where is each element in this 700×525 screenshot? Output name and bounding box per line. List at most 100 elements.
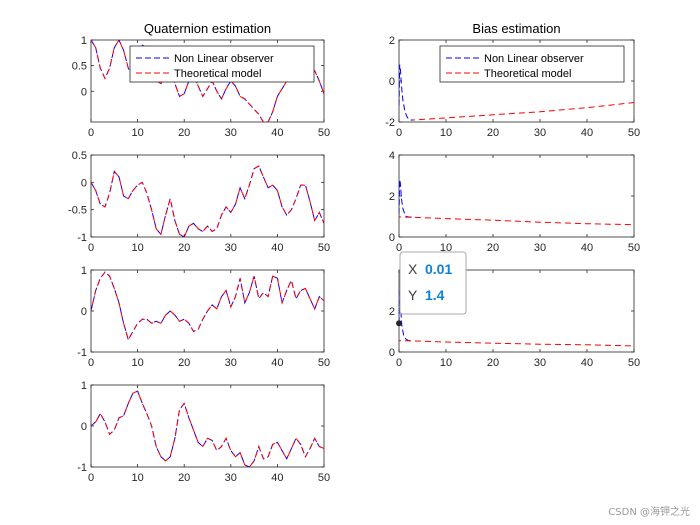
x-tick-label: 30 (534, 242, 546, 254)
datatip-y-label: Y (408, 287, 418, 303)
x-tick-label: 10 (440, 127, 452, 139)
legend-box (439, 45, 625, 83)
legend-entry-label: Theoretical model (174, 68, 261, 80)
datatip-x-label: X (408, 261, 418, 277)
series-group (91, 165, 324, 237)
legend-entry-label: Non Linear observer (174, 53, 274, 65)
y-tick-label: 0 (81, 177, 87, 189)
y-tick-label: 1 (81, 380, 87, 392)
datatip-x-value: 0.01 (425, 261, 452, 277)
x-tick-label: 50 (318, 127, 330, 139)
x-tick-label: 30 (225, 472, 237, 484)
datatip-y-value: 1.4 (425, 287, 445, 303)
x-tick-label: 30 (534, 127, 546, 139)
axes-box (90, 384, 325, 468)
series-model-line (91, 40, 324, 122)
datatip-marker[interactable] (396, 320, 403, 327)
y-tick-label: 0 (81, 306, 87, 318)
y-tick-label: -1 (77, 232, 87, 244)
series-model-line (399, 340, 634, 347)
y-tick-label: 0 (81, 421, 87, 433)
y-tick-label: -2 (385, 117, 395, 129)
x-tick-label: 20 (178, 127, 190, 139)
x-tick-label: 0 (396, 127, 402, 139)
y-tick-label: 1 (81, 35, 87, 47)
x-tick-label: 10 (131, 242, 143, 254)
series-group (399, 64, 634, 121)
x-tick-label: 40 (581, 242, 593, 254)
y-tick-label: 0.5 (72, 61, 87, 73)
x-tick-label: 10 (131, 357, 143, 369)
legend-entry-label: Non Linear observer (484, 53, 584, 65)
y-tick-label: 2 (389, 306, 395, 318)
series-model-line (399, 216, 634, 226)
y-tick-label: -0.5 (68, 205, 87, 217)
x-tick-label: 20 (178, 242, 190, 254)
x-tick-label: 40 (271, 357, 283, 369)
datatip[interactable]: X 0.01 Y 1.4 (396, 251, 467, 327)
axes-box (90, 154, 325, 238)
series-model-line (91, 390, 324, 467)
x-tick-label: 40 (581, 127, 593, 139)
x-tick-label: 50 (628, 127, 640, 139)
y-tick-label: -1 (77, 462, 87, 474)
subplot-2: 0 10 20 30 40 50 0.5 0 -0.5 -1 (68, 150, 330, 254)
subplot-title: Bias estimation (472, 21, 560, 36)
x-tick-label: 20 (178, 472, 190, 484)
x-tick-label: 40 (271, 242, 283, 254)
x-tick-label: 50 (318, 357, 330, 369)
x-tick-label: 0 (88, 472, 94, 484)
x-tick-label: 0 (396, 357, 402, 369)
y-tick-label: 0 (389, 76, 395, 88)
series-group (91, 40, 324, 122)
series-group (91, 390, 324, 467)
y-tick-label: -1 (77, 347, 87, 359)
y-tick-label: 2 (389, 191, 395, 203)
x-tick-label: 30 (534, 357, 546, 369)
x-tick-label: 40 (271, 472, 283, 484)
x-tick-label: 20 (487, 127, 499, 139)
y-tick-label: 0 (389, 347, 395, 359)
x-tick-label: 0 (88, 357, 94, 369)
watermark: CSDN @海钾之光 (608, 505, 690, 518)
axes-box (398, 154, 635, 238)
series-model-line (413, 102, 634, 121)
subplot-1: 0 10 20 30 40 50 1 0.5 0 Quaternion estimation Non… (72, 21, 330, 139)
x-tick-label: 10 (440, 357, 452, 369)
x-tick-label: 50 (318, 242, 330, 254)
y-tick-label: 0 (389, 232, 395, 244)
x-tick-label: 0 (88, 127, 94, 139)
series-model-line (91, 271, 324, 341)
x-tick-label: 50 (628, 357, 640, 369)
x-tick-label: 50 (318, 472, 330, 484)
legend-entry-label: Theoretical model (484, 68, 571, 80)
legend-box (129, 45, 315, 83)
x-tick-label: 40 (271, 127, 283, 139)
x-tick-label: 30 (225, 357, 237, 369)
x-tick-label: 20 (487, 357, 499, 369)
series-observer-line (399, 64, 414, 121)
datatip-box (399, 251, 467, 315)
x-tick-label: 20 (178, 357, 190, 369)
series-group (399, 179, 634, 226)
legend: Non Linear observer Theoretical model (439, 45, 625, 83)
x-tick-label: 10 (440, 242, 452, 254)
x-tick-label: 40 (581, 357, 593, 369)
y-tick-label: 2 (389, 35, 395, 47)
x-tick-label: 30 (225, 242, 237, 254)
x-tick-label: 0 (396, 242, 402, 254)
y-tick-label: 0.5 (72, 150, 87, 162)
series-group (91, 271, 324, 341)
legend: Non Linear observer Theoretical model (129, 45, 315, 83)
x-tick-label: 0 (88, 242, 94, 254)
x-tick-label: 10 (131, 127, 143, 139)
y-tick-label: 4 (389, 150, 395, 162)
x-tick-label: 50 (628, 242, 640, 254)
y-tick-label: 1 (81, 265, 87, 277)
